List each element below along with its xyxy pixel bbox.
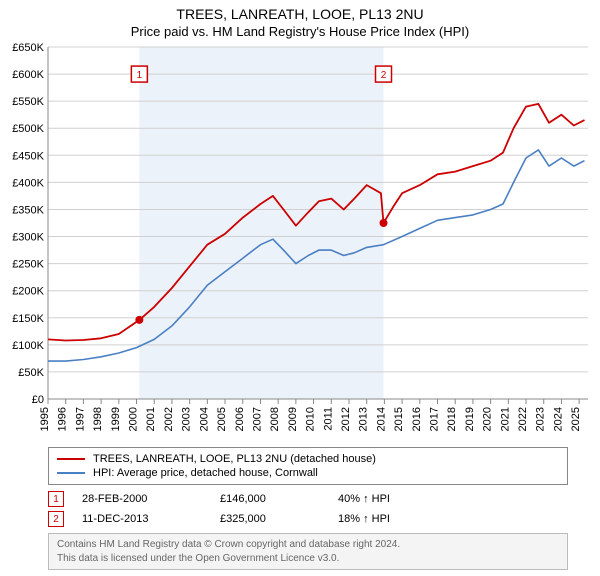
transaction-row: 2 11-DEC-2013 £325,000 18% ↑ HPI (48, 509, 568, 529)
legend-swatch (57, 472, 85, 474)
transaction-list: 1 28-FEB-2000 £146,000 40% ↑ HPI 2 11-DEC-201… (48, 489, 568, 529)
transaction-pct: 18% ↑ HPI (338, 513, 448, 525)
chart-container: TREES, LANREATH, LOOE, PL13 2NU Price pa… (0, 0, 600, 570)
svg-text:2000: 2000 (128, 407, 140, 431)
svg-text:1998: 1998 (92, 407, 104, 431)
svg-text:2017: 2017 (429, 407, 441, 431)
svg-text:1995: 1995 (39, 407, 51, 431)
svg-text:2019: 2019 (464, 407, 476, 431)
chart: £0 £50K £100K £150K £200K £250K £300K £350K £400… (0, 41, 600, 441)
transaction-pct: 40% ↑ HPI (338, 493, 448, 505)
title-block: TREES, LANREATH, LOOE, PL13 2NU Price pa… (0, 0, 600, 41)
legend-swatch (57, 458, 85, 460)
svg-text:2006: 2006 (234, 407, 246, 431)
svg-text:£500K: £500K (12, 123, 44, 135)
chart-svg: £0 £50K £100K £150K £200K £250K £300K £350K £400… (0, 41, 600, 441)
svg-text:2015: 2015 (393, 407, 405, 431)
svg-text:2009: 2009 (287, 407, 299, 431)
svg-text:2012: 2012 (340, 407, 352, 431)
legend-item: TREES, LANREATH, LOOE, PL13 2NU (detache… (57, 452, 559, 466)
svg-text:£0: £0 (32, 394, 44, 406)
svg-text:£550K: £550K (12, 96, 44, 108)
svg-text:£400K: £400K (12, 177, 44, 189)
svg-text:£50K: £50K (18, 367, 44, 379)
svg-text:2003: 2003 (181, 407, 193, 431)
transaction-row: 1 28-FEB-2000 £146,000 40% ↑ HPI (48, 489, 568, 509)
svg-text:2004: 2004 (198, 407, 210, 431)
svg-text:1997: 1997 (74, 407, 86, 431)
svg-text:2: 2 (381, 70, 387, 81)
svg-text:2021: 2021 (499, 407, 511, 431)
svg-text:2018: 2018 (446, 407, 458, 431)
svg-text:£200K: £200K (12, 286, 44, 298)
svg-text:£250K: £250K (12, 259, 44, 271)
svg-text:2008: 2008 (269, 407, 281, 431)
svg-text:£650K: £650K (12, 42, 44, 54)
footer-line-1: Contains HM Land Registry data © Crown c… (57, 538, 559, 552)
transaction-price: £146,000 (220, 493, 320, 505)
svg-text:1: 1 (137, 70, 143, 81)
svg-text:£100K: £100K (12, 340, 44, 352)
svg-text:1999: 1999 (110, 407, 122, 431)
svg-text:2022: 2022 (517, 407, 529, 431)
legend-item: HPI: Average price, detached house, Corn… (57, 466, 559, 480)
svg-text:£600K: £600K (12, 69, 44, 81)
transaction-badge: 1 (48, 491, 64, 507)
svg-text:2007: 2007 (251, 407, 263, 431)
svg-text:£300K: £300K (12, 232, 44, 244)
svg-text:2013: 2013 (358, 407, 370, 431)
svg-text:2023: 2023 (535, 407, 547, 431)
title-subtitle: Price paid vs. HM Land Registry's House … (0, 24, 600, 39)
transaction-price: £325,000 (220, 513, 320, 525)
svg-text:2014: 2014 (375, 407, 387, 431)
legend-label: HPI: Average price, detached house, Corn… (93, 467, 318, 479)
svg-text:2025: 2025 (570, 407, 582, 431)
svg-text:2001: 2001 (145, 407, 157, 431)
svg-text:£450K: £450K (12, 150, 44, 162)
svg-text:2005: 2005 (216, 407, 228, 431)
svg-text:1996: 1996 (57, 407, 69, 431)
transaction-date: 11-DEC-2013 (82, 513, 202, 525)
transaction-badge: 2 (48, 511, 64, 527)
svg-text:2011: 2011 (322, 407, 334, 431)
svg-text:2020: 2020 (482, 407, 494, 431)
legend-label: TREES, LANREATH, LOOE, PL13 2NU (detache… (93, 453, 376, 465)
svg-text:2016: 2016 (411, 407, 423, 431)
svg-text:2002: 2002 (163, 407, 175, 431)
footer-attribution: Contains HM Land Registry data © Crown c… (48, 533, 568, 570)
svg-text:2010: 2010 (305, 407, 317, 431)
footer-line-2: This data is licensed under the Open Gov… (57, 552, 559, 566)
svg-text:£150K: £150K (12, 313, 44, 325)
transaction-date: 28-FEB-2000 (82, 493, 202, 505)
title-address: TREES, LANREATH, LOOE, PL13 2NU (0, 6, 600, 22)
svg-text:£350K: £350K (12, 204, 44, 216)
svg-text:2024: 2024 (552, 407, 564, 431)
legend: TREES, LANREATH, LOOE, PL13 2NU (detache… (48, 447, 568, 485)
